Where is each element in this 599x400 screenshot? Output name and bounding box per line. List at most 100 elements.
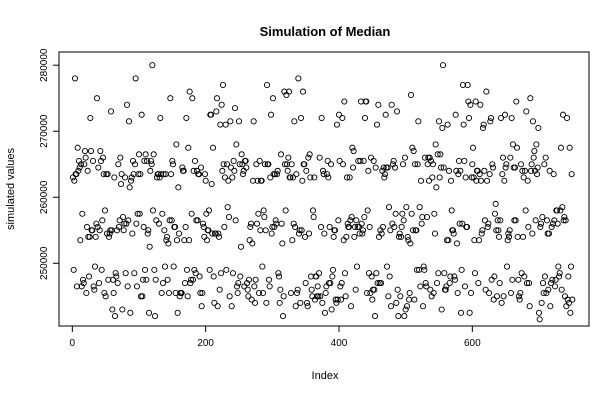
data-point xyxy=(215,233,223,240)
data-point xyxy=(522,207,529,214)
y-tick-label: 280000 xyxy=(39,48,50,82)
data-point xyxy=(416,204,423,211)
data-point xyxy=(504,237,511,244)
data-point xyxy=(491,273,498,280)
data-point xyxy=(208,180,215,188)
data-point xyxy=(215,230,222,237)
data-point xyxy=(213,95,221,102)
data-point xyxy=(75,167,82,174)
data-point xyxy=(80,280,87,287)
data-point xyxy=(547,303,554,310)
data-point xyxy=(473,177,480,184)
data-point xyxy=(221,223,228,231)
data-point xyxy=(219,81,227,89)
data-point xyxy=(437,151,444,158)
data-point xyxy=(398,223,405,231)
data-point xyxy=(356,230,363,237)
data-point xyxy=(525,223,532,231)
data-point xyxy=(507,289,515,297)
data-point xyxy=(397,233,405,240)
data-point xyxy=(99,154,107,161)
data-point xyxy=(360,157,367,164)
data-point xyxy=(478,230,485,237)
data-point xyxy=(364,207,371,214)
data-point xyxy=(299,177,306,184)
data-point xyxy=(377,227,384,234)
data-point xyxy=(306,151,313,158)
data-point xyxy=(113,273,120,280)
data-point xyxy=(447,273,454,280)
data-point xyxy=(241,283,248,290)
data-point xyxy=(134,210,141,217)
data-point xyxy=(327,280,334,287)
data-point xyxy=(176,293,183,300)
data-point xyxy=(462,174,469,181)
data-point xyxy=(103,230,111,237)
data-point xyxy=(274,167,281,174)
data-point xyxy=(153,217,160,224)
data-point xyxy=(418,220,425,227)
data-point xyxy=(479,227,486,234)
data-point xyxy=(187,276,195,283)
data-point xyxy=(95,164,102,171)
x-tick-label: 0 xyxy=(70,338,76,349)
data-points xyxy=(69,62,576,323)
data-point xyxy=(89,157,97,164)
data-point xyxy=(382,111,389,118)
data-point xyxy=(545,230,553,237)
data-point xyxy=(489,161,496,168)
data-point xyxy=(183,114,190,122)
data-point xyxy=(87,114,94,122)
data-point xyxy=(74,144,81,151)
data-point xyxy=(196,273,203,280)
data-point xyxy=(443,283,450,290)
data-point xyxy=(403,303,411,310)
data-point xyxy=(358,220,365,227)
data-point xyxy=(421,266,428,273)
data-point xyxy=(435,270,442,277)
data-point xyxy=(283,161,291,168)
data-point xyxy=(472,98,479,105)
data-point xyxy=(535,309,543,316)
data-point xyxy=(152,276,159,283)
data-point xyxy=(428,293,435,300)
data-point xyxy=(366,223,373,231)
data-point xyxy=(281,161,289,168)
data-point xyxy=(135,171,142,178)
data-point xyxy=(112,270,119,277)
data-point xyxy=(133,220,140,227)
data-point xyxy=(299,88,307,95)
data-point xyxy=(503,161,510,168)
data-point xyxy=(239,171,247,178)
data-point xyxy=(209,144,217,151)
data-point xyxy=(148,161,155,168)
data-point xyxy=(551,283,559,290)
data-point xyxy=(180,167,187,174)
data-point xyxy=(431,210,438,217)
data-point xyxy=(261,161,269,168)
data-point xyxy=(251,299,259,306)
data-point xyxy=(213,108,220,115)
data-point xyxy=(406,289,413,297)
data-point xyxy=(73,171,80,178)
data-point xyxy=(254,177,261,184)
data-point xyxy=(417,177,425,184)
data-point xyxy=(557,207,564,214)
data-point xyxy=(175,230,183,237)
data-point xyxy=(517,289,524,297)
data-point xyxy=(263,299,270,306)
data-point xyxy=(223,266,230,273)
data-point xyxy=(263,81,271,89)
data-point xyxy=(181,280,189,287)
data-point xyxy=(543,289,550,297)
data-point xyxy=(496,280,503,287)
data-point xyxy=(87,147,95,155)
data-point xyxy=(445,237,452,244)
data-point xyxy=(320,171,327,178)
data-point xyxy=(506,227,513,234)
data-point xyxy=(533,141,540,148)
data-point xyxy=(429,174,436,181)
data-point xyxy=(227,164,235,171)
data-point xyxy=(298,227,305,234)
data-point xyxy=(357,157,364,164)
